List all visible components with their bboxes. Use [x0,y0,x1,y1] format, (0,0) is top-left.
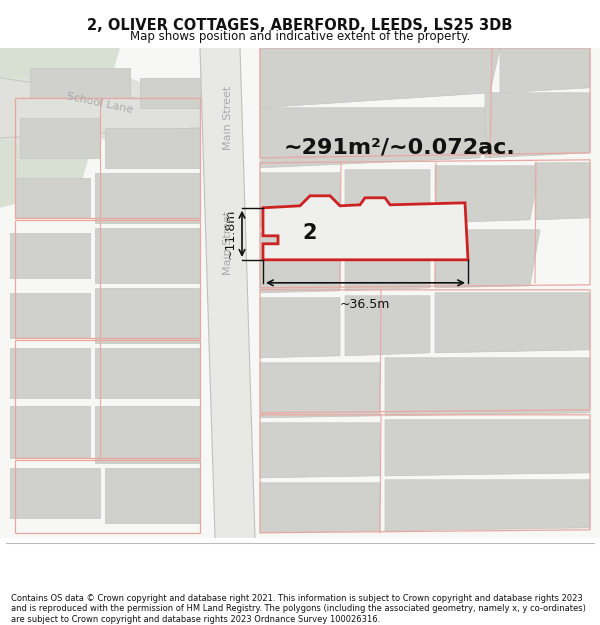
Polygon shape [10,406,90,458]
Polygon shape [10,348,90,398]
Text: 2, OLIVER COTTAGES, ABERFORD, LEEDS, LS25 3DB: 2, OLIVER COTTAGES, ABERFORD, LEEDS, LS2… [88,18,512,32]
Polygon shape [15,177,90,217]
Polygon shape [260,48,500,108]
Polygon shape [345,296,430,356]
Polygon shape [260,482,380,532]
Polygon shape [500,48,590,92]
Polygon shape [95,406,200,462]
Polygon shape [95,173,200,222]
Polygon shape [140,78,200,108]
Polygon shape [345,230,430,291]
Text: Main Street: Main Street [223,86,233,150]
Polygon shape [105,468,200,522]
Text: ~291m²/~0.072ac.: ~291m²/~0.072ac. [284,138,516,158]
Text: Contains OS data © Crown copyright and database right 2021. This information is : Contains OS data © Crown copyright and d… [11,594,586,624]
Text: ~11.8m: ~11.8m [223,209,236,259]
Polygon shape [10,468,100,518]
Polygon shape [345,170,430,226]
Polygon shape [385,420,590,476]
Polygon shape [260,107,490,168]
Polygon shape [435,292,590,352]
Polygon shape [485,92,590,158]
Text: Map shows position and indicative extent of the property.: Map shows position and indicative extent… [130,30,470,43]
Polygon shape [0,78,200,148]
Polygon shape [260,362,380,418]
Polygon shape [200,48,255,538]
Polygon shape [385,480,590,531]
Polygon shape [535,162,590,220]
Polygon shape [10,232,90,278]
Polygon shape [260,173,340,228]
Polygon shape [20,118,100,158]
Polygon shape [435,230,540,288]
Text: 2: 2 [303,222,317,243]
Polygon shape [260,298,340,358]
Polygon shape [260,422,380,478]
Text: Main Street: Main Street [223,211,233,275]
Polygon shape [260,232,340,292]
Polygon shape [95,348,200,398]
Polygon shape [435,166,540,222]
Text: School Lane: School Lane [66,91,134,115]
Polygon shape [0,48,120,208]
Polygon shape [95,288,200,342]
Polygon shape [385,357,590,416]
Polygon shape [95,228,200,282]
Polygon shape [30,68,130,98]
Text: ~36.5m: ~36.5m [340,298,390,311]
Polygon shape [263,196,468,260]
Polygon shape [10,292,90,338]
Polygon shape [105,127,200,168]
